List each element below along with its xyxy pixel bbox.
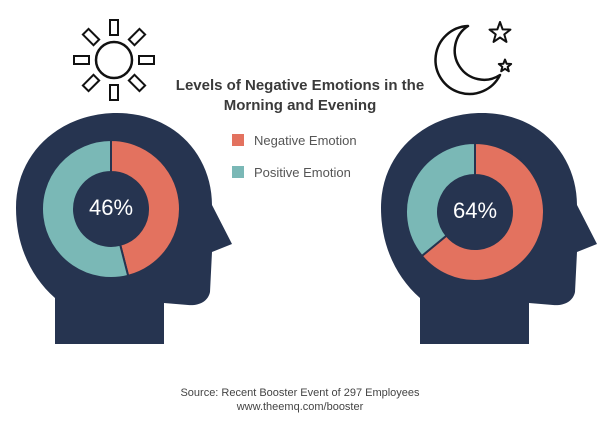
donut-slice-positive [405, 141, 476, 258]
donut-chart-evening [405, 141, 545, 282]
legend-label-positive: Positive Emotion [254, 164, 351, 180]
donut-center-label-evening: 64% [453, 198, 497, 223]
sun-ray [81, 27, 101, 47]
sun-ray [81, 73, 101, 93]
source-url: www.theemq.com/booster [236, 401, 364, 413]
moon-icon [434, 24, 502, 96]
chart-title-line-1: Levels of Negative Emotions in the [175, 77, 425, 94]
sun-icon [73, 19, 155, 101]
chart-title-line-2: Morning and Evening [223, 97, 377, 114]
legend: Negative Emotion Positive Emotion [232, 131, 357, 195]
sun-ray [109, 19, 119, 36]
chart-title: Levels of Negative Emotions in the Morni… [150, 76, 450, 116]
sun-ray [127, 73, 147, 93]
donut-center-label-morning: 46% [89, 195, 133, 220]
donut-chart-morning [41, 138, 181, 279]
donut-slice-positive [41, 138, 130, 279]
star-icon-small [497, 58, 513, 73]
donut-slice-negative [110, 138, 181, 278]
legend-label-negative: Negative Emotion [254, 132, 357, 148]
sun-disc [94, 40, 134, 80]
legend-item-negative: Negative Emotion [232, 131, 357, 149]
sun-ray [127, 27, 147, 47]
legend-swatch-negative [232, 134, 244, 146]
source-line: Source: Recent Booster Event of 297 Empl… [180, 387, 420, 399]
legend-swatch-positive [232, 166, 244, 178]
donut-slice-negative [420, 141, 545, 282]
source-note: Source: Recent Booster Event of 297 Empl… [150, 386, 450, 414]
sun-ray [109, 84, 119, 101]
sun-ray [138, 55, 155, 65]
star-icon-large [488, 21, 512, 43]
sun-ray [73, 55, 90, 65]
moon-stars-icon [434, 21, 513, 96]
legend-item-positive: Positive Emotion [232, 163, 357, 181]
